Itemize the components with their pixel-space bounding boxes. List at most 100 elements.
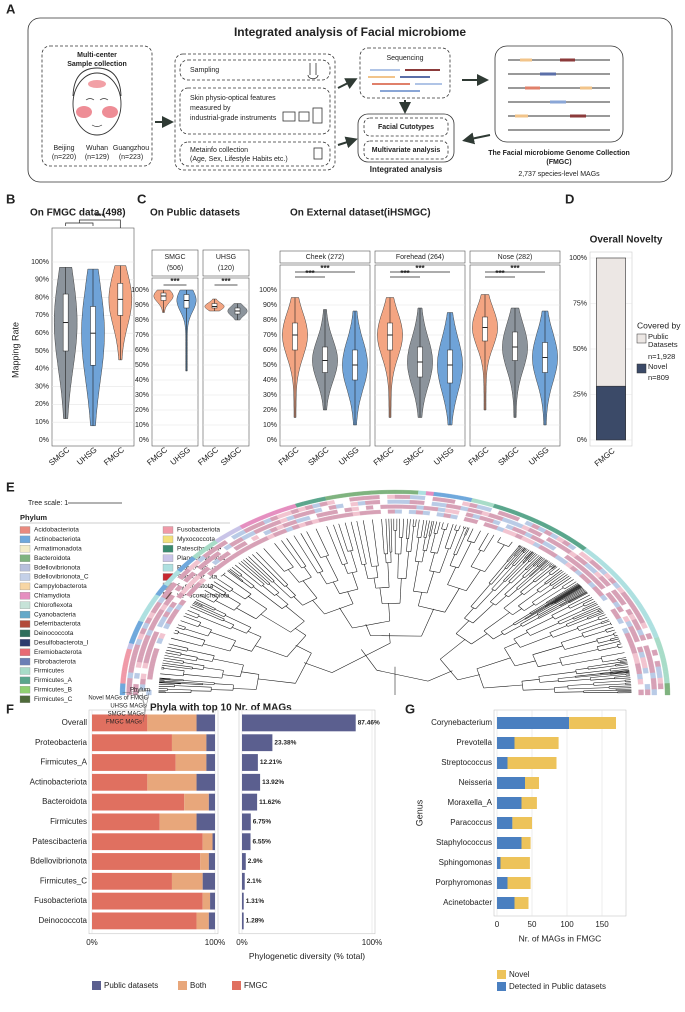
tree-branch — [552, 615, 555, 619]
tree-ring-segment — [643, 668, 649, 674]
tree-branch — [213, 659, 243, 665]
tree-ring-segment — [665, 689, 670, 695]
y-tick-label: 100% — [259, 287, 277, 294]
bar-segment — [522, 797, 537, 809]
tree-branch — [615, 676, 631, 677]
bar-segment — [92, 734, 172, 751]
tree-branch — [577, 619, 599, 627]
tree-ring-segment — [303, 500, 312, 505]
tree-ring-segment — [650, 673, 656, 679]
significance: *** — [95, 212, 105, 221]
tree-branch — [565, 641, 598, 650]
tree-branch — [366, 624, 371, 636]
tree-ring-segment — [395, 490, 403, 494]
legend-label: Firmicutes — [34, 668, 65, 675]
legend-title: Covered by — [637, 320, 681, 330]
tree-branch — [546, 571, 564, 584]
tree-branch — [372, 566, 379, 567]
tree-branch — [413, 591, 427, 593]
tree-branch — [445, 588, 460, 612]
legend-label: Both — [190, 981, 206, 990]
bar-segment — [92, 754, 176, 771]
tree-branch — [362, 564, 366, 565]
bar-segment — [512, 817, 532, 829]
tree-branch — [427, 536, 430, 551]
tree-ring-segment — [312, 503, 321, 508]
y-tick-label: Corynebacterium — [431, 718, 492, 727]
bar-segment — [92, 794, 184, 811]
legend-swatch — [20, 630, 30, 637]
tree-branch — [344, 564, 348, 573]
tree-branch — [424, 520, 427, 537]
tree-branch — [249, 557, 275, 581]
value-label: 13.92% — [262, 779, 284, 786]
tree-branch — [498, 537, 501, 542]
y-tick-label: 50% — [263, 362, 277, 369]
tree-ring-segment — [147, 679, 152, 684]
y-tick-label: Patescibacteria — [32, 837, 87, 846]
y-tick-label: 10% — [135, 422, 149, 429]
x-axis-label: Phylogenetic diversity (% total) — [249, 951, 365, 961]
tree-branch — [256, 674, 259, 689]
legend-label: Firmicutes_B — [34, 687, 72, 694]
tree-ring-segment — [321, 506, 329, 511]
tree-branch — [504, 625, 521, 635]
tree-branch — [313, 600, 325, 614]
fmgc-size: 2,737 species-level MAGs — [518, 171, 600, 178]
tree-branch — [320, 572, 327, 584]
tree-branch — [241, 672, 259, 675]
tree-ring-segment — [333, 494, 342, 499]
x-tick-label: FMGC — [467, 445, 491, 467]
tree-ring-segment — [148, 669, 154, 675]
tree-branch — [615, 635, 618, 636]
tree-branch — [368, 578, 378, 579]
tree-branch — [539, 672, 576, 677]
tree-branch — [351, 551, 357, 572]
tree-ring-segment — [402, 510, 409, 514]
tree-branch — [513, 613, 530, 623]
tree-branch — [504, 558, 526, 581]
tree-branch — [601, 657, 603, 662]
chart-title: Overall Novelty — [590, 235, 663, 246]
legend-label: Bdellovibrionota — [34, 564, 81, 571]
y-tick-label: 60% — [135, 347, 149, 354]
tree-ring-segment — [138, 651, 144, 657]
tree-branch — [164, 658, 184, 661]
tree-branch — [518, 591, 538, 606]
bar-segment — [522, 837, 531, 849]
tree-branch — [409, 519, 411, 539]
tree-branch — [427, 572, 434, 594]
tree-branch — [162, 663, 192, 667]
tree-ring-segment — [409, 510, 416, 514]
y-tick-label: Actinobacteriota — [30, 777, 88, 786]
legend-swatch — [20, 621, 30, 628]
tree-ring-segment — [654, 637, 661, 644]
tree-ring-segment — [395, 500, 402, 504]
tree-branch — [401, 537, 402, 554]
y-tick-label: 100% — [131, 287, 149, 294]
tree-branch — [203, 644, 230, 651]
legend-count: n=1,928 — [648, 352, 675, 361]
tree-ring-segment — [651, 678, 656, 684]
tree-branch — [437, 522, 440, 534]
tree-branch — [197, 659, 212, 662]
tree-branch — [456, 634, 471, 644]
tree-branch — [183, 671, 184, 676]
y-tick-label: 90% — [263, 302, 277, 309]
tree-ring-segment — [120, 683, 125, 689]
tree-ring-segment — [439, 503, 447, 508]
tree-ring-segment — [433, 492, 441, 497]
tree-branch — [181, 684, 203, 685]
tree-branch — [223, 575, 251, 595]
bracket — [66, 220, 121, 228]
bar-segment — [203, 833, 213, 850]
bar-segment — [596, 386, 625, 440]
tree-branch — [455, 530, 459, 531]
tree-ring-segment — [122, 666, 128, 672]
panel-label: F — [6, 701, 14, 716]
tree-branch — [485, 545, 505, 572]
tree-branch — [493, 634, 503, 640]
tree-ring-segment — [346, 512, 354, 517]
tree-ring-segment — [656, 667, 662, 673]
tree-branch — [559, 679, 591, 682]
